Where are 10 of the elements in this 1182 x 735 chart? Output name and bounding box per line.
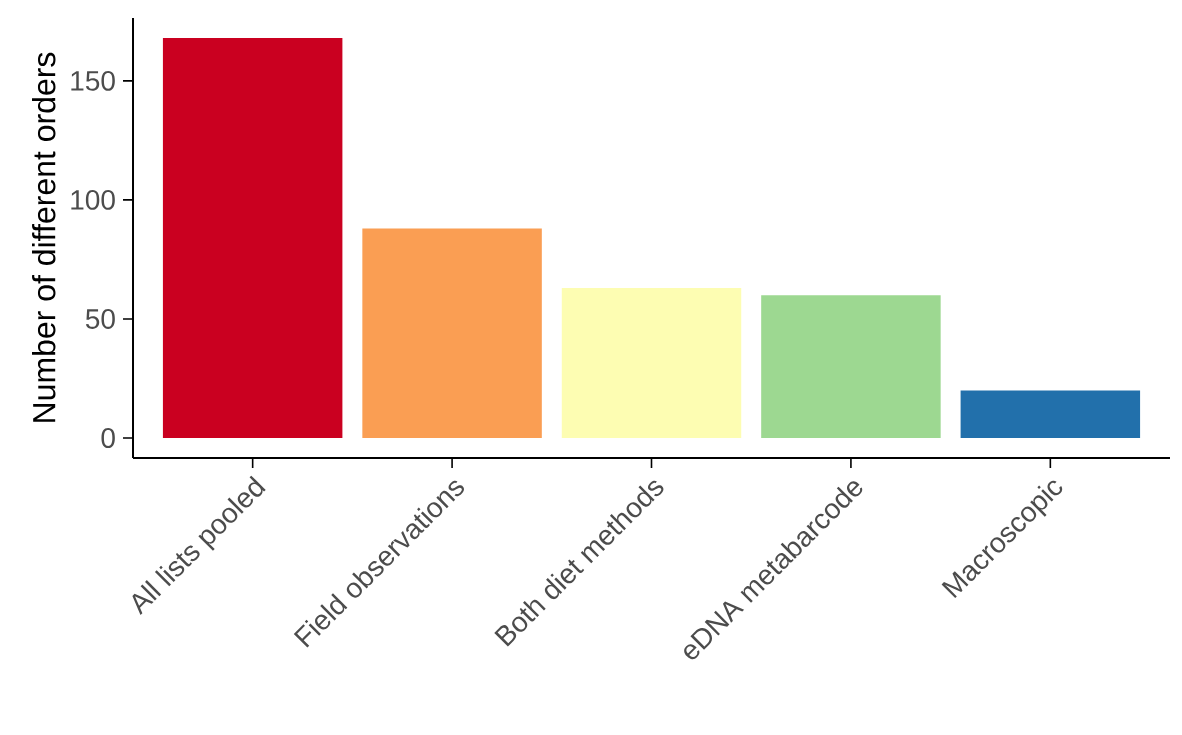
y-tick-label: 100	[71, 189, 115, 210]
bar	[761, 295, 941, 438]
bar	[362, 228, 542, 438]
y-axis-title: Number of different orders	[32, 52, 56, 422]
y-tick-label: 150	[71, 70, 115, 91]
bar	[162, 38, 343, 438]
bar	[960, 390, 1141, 438]
bar	[561, 288, 742, 438]
y-tick-label: 50	[85, 309, 115, 329]
y-tick-label: 0	[101, 428, 115, 448]
